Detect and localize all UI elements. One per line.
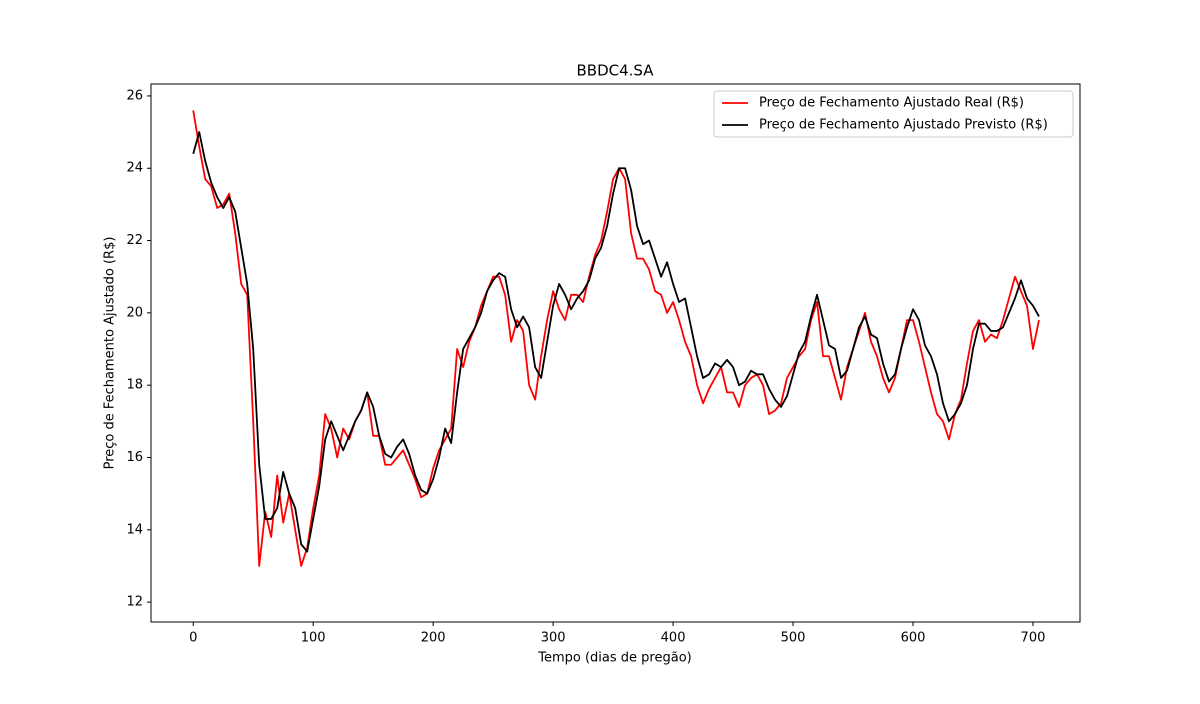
x-tick-label: 200: [421, 631, 446, 646]
x-tick-label: 400: [661, 631, 686, 646]
y-tick-label: 20: [126, 305, 143, 320]
x-tick-label: 500: [781, 631, 806, 646]
y-tick-label: 24: [126, 161, 143, 176]
x-tick-label: 0: [189, 631, 197, 646]
x-tick-label: 700: [1021, 631, 1046, 646]
y-tick-label: 22: [126, 233, 143, 248]
legend-box: [713, 90, 1074, 138]
series-line: [192, 131, 1040, 553]
y-tick-label: 14: [126, 522, 143, 537]
x-tick-label: 600: [901, 631, 926, 646]
y-tick-label: 12: [126, 595, 143, 610]
legend-label: Preço de Fechamento Ajustado Real (R$): [759, 96, 1024, 111]
y-axis-label: Preço de Fechamento Ajustado (R$): [103, 237, 118, 470]
y-tick-label: 16: [126, 450, 143, 465]
chart-title: BBDC4.SA: [577, 62, 655, 80]
legend-label: Preço de Fechamento Ajustado Previsto (R…: [759, 118, 1048, 133]
x-tick-label: 300: [541, 631, 566, 646]
x-tick-label: 100: [301, 631, 326, 646]
plot-frame: [150, 83, 1081, 623]
y-tick-label: 18: [126, 378, 143, 393]
y-tick-label: 26: [126, 88, 143, 103]
x-axis-label: Tempo (dias de pregão): [537, 651, 691, 666]
